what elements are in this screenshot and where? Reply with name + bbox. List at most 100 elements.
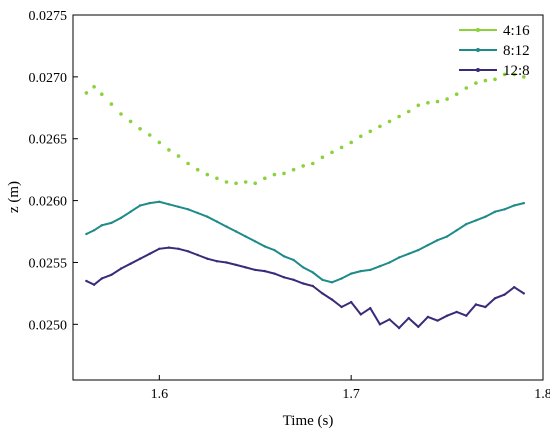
data-point: [302, 282, 305, 285]
data-point: [503, 208, 506, 211]
legend-label: 8:12: [503, 43, 530, 59]
data-point: [224, 180, 229, 184]
data-point: [522, 75, 526, 79]
data-point: [359, 313, 362, 316]
data-point: [387, 119, 392, 124]
data-point: [273, 248, 276, 252]
data-point: [282, 171, 286, 176]
data-point: [100, 224, 104, 227]
data-point: [205, 172, 210, 177]
data-point: [92, 85, 96, 89]
data-point: [474, 81, 478, 85]
legend-label: 4:16: [503, 23, 530, 39]
data-point: [397, 326, 401, 330]
data-point: [128, 119, 133, 124]
data-point: [522, 292, 525, 295]
data-point: [129, 262, 132, 265]
data-point: [186, 208, 190, 211]
data-point: [234, 230, 238, 233]
data-point: [225, 225, 228, 228]
data-point: [503, 293, 506, 296]
data-point: [291, 167, 296, 172]
axis-ticks: 1.6 1.7 1.8 0.0250 0.0255 0.0260 0.0265 0.0270 0…: [29, 9, 550, 402]
data-point: [522, 201, 525, 205]
data-point: [110, 273, 113, 276]
data-point: [244, 266, 247, 269]
data-point: [85, 232, 88, 236]
data-point: [417, 325, 420, 328]
data-point: [301, 164, 306, 168]
data-point: [282, 276, 286, 279]
data-point: [455, 229, 458, 232]
x-axis-label: Time (s): [283, 413, 334, 429]
data-point: [388, 318, 391, 321]
data-point: [119, 267, 123, 270]
data-point: [378, 323, 382, 326]
data-point: [138, 127, 142, 131]
x-tick-label: 1.8: [534, 387, 550, 402]
data-point: [455, 310, 458, 314]
data-point: [85, 279, 88, 283]
legend-label: 12:8: [503, 63, 530, 79]
series-line: [85, 246, 525, 330]
data-point: [167, 203, 171, 206]
data-point: [196, 211, 199, 215]
data-point: [445, 235, 449, 238]
data-point: [138, 204, 142, 207]
data-point: [350, 300, 353, 304]
data-point: [340, 305, 343, 309]
data-point: [417, 248, 420, 252]
data-point: [129, 210, 132, 213]
data-point: [147, 133, 152, 137]
data-point: [378, 124, 382, 129]
data-point: [502, 72, 507, 77]
data-point: [292, 278, 295, 281]
plot-frame: [72, 14, 544, 381]
y-tick-label: 0.0260: [29, 195, 68, 210]
data-point: [92, 229, 96, 232]
data-point: [407, 316, 410, 320]
data-point: [100, 277, 104, 280]
data-point: [254, 240, 257, 243]
data-point: [397, 114, 401, 119]
data-point: [493, 210, 497, 213]
data-point: [321, 292, 324, 295]
data-point: [138, 257, 142, 260]
data-point: [196, 253, 199, 257]
data-point: [311, 284, 314, 288]
data-point: [273, 272, 276, 275]
data-point: [186, 161, 190, 166]
data-point: [263, 245, 266, 248]
data-point: [426, 101, 430, 105]
data-point: [369, 268, 372, 272]
data-point: [215, 260, 219, 263]
data-point: [263, 269, 266, 273]
data-point: [484, 215, 487, 218]
data-point: [119, 112, 123, 116]
data-point: [426, 315, 430, 319]
data-point: [339, 145, 344, 150]
data-point: [263, 176, 267, 181]
y-tick-label: 0.0265: [29, 133, 68, 148]
data-point: [513, 286, 516, 289]
data-point: [100, 92, 104, 96]
data-point: [474, 219, 478, 222]
data-point: [311, 161, 315, 166]
legend: 4:16 8:12 12:8: [459, 23, 530, 79]
data-point: [234, 263, 238, 267]
data-point: [148, 201, 151, 205]
data-point: [158, 247, 161, 250]
data-point: [369, 307, 372, 310]
data-point: [397, 256, 401, 259]
data-point: [243, 180, 248, 184]
data-point: [359, 134, 363, 139]
data-point: [282, 255, 286, 258]
data-point: [215, 220, 219, 223]
data-point: [176, 154, 181, 158]
data-point: [465, 222, 468, 226]
data-point: [167, 246, 171, 249]
data-point: [378, 265, 382, 268]
data-point: [195, 167, 200, 172]
data-point: [368, 129, 373, 134]
data-point: [158, 200, 161, 203]
